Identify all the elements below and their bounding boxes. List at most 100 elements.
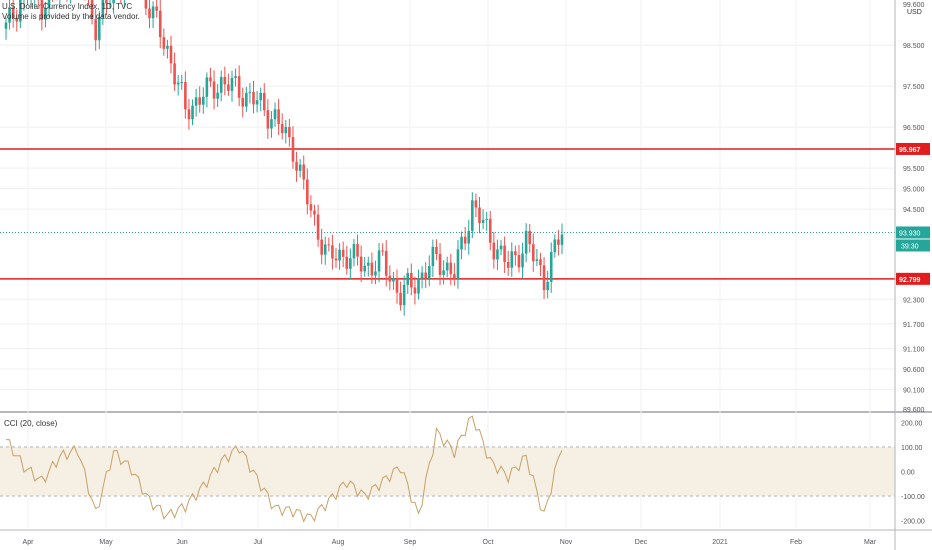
candle-body [313, 210, 316, 215]
candle-body [463, 236, 467, 244]
candle-body [521, 253, 524, 268]
candle-body [241, 97, 245, 107]
candle-body [485, 218, 488, 220]
candle-body [478, 207, 481, 223]
candle-body [546, 281, 549, 291]
candle-body [410, 273, 413, 288]
candle-body [503, 245, 506, 263]
candle-body [352, 244, 356, 259]
candle-body [90, 0, 94, 20]
cci-tick-label: 0.00 [901, 470, 915, 477]
price-tick-label: 94.500 [903, 207, 925, 214]
candle-body [291, 137, 295, 162]
price-pane-grid [0, 0, 932, 531]
candle-body [359, 256, 363, 272]
candle-body [40, 0, 44, 20]
candle-body [467, 230, 471, 244]
candle-body [173, 63, 176, 85]
candle-body [270, 119, 273, 129]
time-axis[interactable]: Apr May Jun Jul Aug Sep Oct Nov Dec 2021 Feb Mar [23, 539, 877, 546]
price-axis[interactable]: 98.500 97.500 96.500 95.500 95.000 94.500 92.3… [894, 0, 925, 550]
level-price-label: 95.967 [899, 147, 921, 154]
candle-body [187, 109, 191, 120]
countdown-label: 39:30 [901, 243, 919, 250]
candle-body [191, 105, 194, 120]
candle-body [549, 252, 553, 282]
time-tick-label: Dec [635, 539, 648, 546]
candle-body [392, 278, 395, 282]
candle-body [363, 265, 367, 272]
time-tick-label: 2021 [712, 539, 728, 546]
candle-body [101, 0, 105, 17]
candle-body [474, 200, 478, 208]
price-tick-label: 95.000 [903, 187, 925, 194]
candle-body [449, 262, 453, 275]
candle-body [442, 270, 445, 275]
level-price-label: 92.799 [899, 277, 921, 284]
candle-body [323, 244, 327, 255]
candle-body [280, 123, 284, 134]
candle-body [506, 262, 510, 268]
candle-body [176, 82, 180, 85]
price-tick-label: 97.500 [903, 84, 925, 91]
candle-body [435, 246, 438, 254]
candle-body [180, 82, 184, 84]
candle-body [209, 77, 212, 82]
candle-body [395, 278, 399, 293]
candle-body [334, 258, 338, 261]
candle-body [169, 45, 173, 64]
candle-body [94, 19, 97, 41]
candle-body [245, 92, 248, 107]
candle-body [427, 266, 431, 279]
candle-body [532, 244, 535, 262]
candle-body [424, 272, 427, 279]
candle-body [295, 161, 298, 171]
candle-body [198, 97, 202, 105]
candle-body [158, 10, 162, 38]
candle-body [216, 92, 219, 99]
level-price-tag [896, 272, 930, 285]
current-price-tag [896, 226, 930, 239]
candle-body [309, 204, 313, 211]
time-tick-label: Jul [254, 539, 263, 546]
cci-band [0, 446, 895, 497]
candle-body [384, 250, 388, 276]
candle-body [11, 7, 15, 18]
candle-body [331, 245, 334, 259]
candle-body [19, 0, 22, 22]
candle-body [284, 127, 288, 134]
candle-body [155, 6, 158, 11]
candle-body [381, 250, 384, 252]
candle-body [259, 92, 262, 101]
price-tick-label: 90.600 [903, 367, 925, 374]
price-tick-label: 98.500 [903, 43, 925, 50]
price-tick-label: 92.300 [903, 297, 925, 304]
candle-body [212, 81, 216, 99]
candle-body [535, 259, 539, 262]
chart-legend: U.S. Dollar Currency Index, 1D, TVC Volu… [2, 2, 140, 22]
candle-body [542, 265, 546, 291]
candle-body [402, 284, 406, 306]
candle-body [248, 91, 252, 93]
cci-axis[interactable]: 200.00 100.00 0.00 -100.00 -200.00 [901, 420, 925, 525]
candle-body [517, 255, 521, 268]
candle-body [510, 251, 514, 268]
candle-body [488, 218, 492, 243]
candle-body [227, 84, 230, 91]
candle-body [105, 0, 108, 4]
price-candles [4, 0, 564, 316]
candle-body [327, 244, 331, 246]
candle-body [524, 230, 528, 254]
horizontal-lines[interactable]: 95.967 92.799 93.930 39:30 [0, 142, 930, 285]
candle-body [47, 0, 51, 8]
time-tick-label: Aug [332, 539, 345, 546]
candle-body [431, 246, 435, 267]
candle-body [471, 200, 474, 231]
candle-body [560, 234, 564, 245]
cci-line [5, 415, 563, 523]
candle-body [166, 45, 169, 49]
candle-body [557, 239, 560, 245]
current-price-label: 93.930 [899, 230, 921, 237]
candle-body [338, 249, 341, 261]
